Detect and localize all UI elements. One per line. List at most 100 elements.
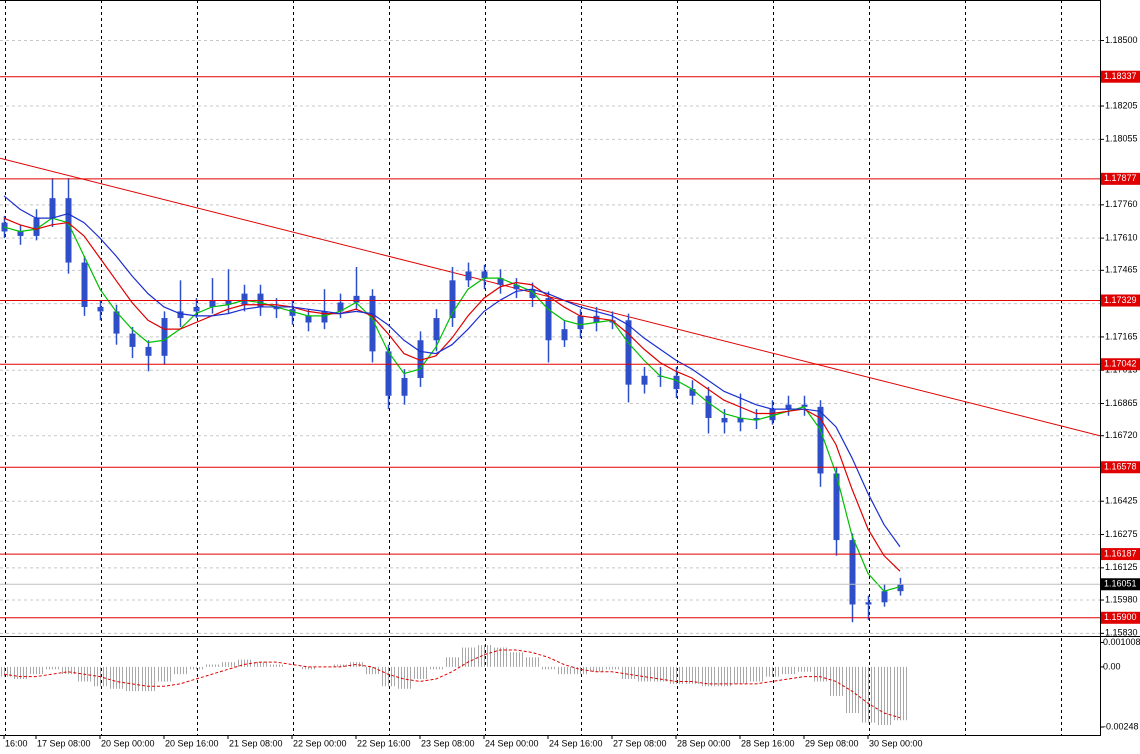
x-tick-label: 22 Sep 00:00 (293, 738, 347, 748)
level-label-box (1101, 172, 1140, 185)
y-tick-label: -0.00248 (1103, 721, 1139, 731)
candle-body (129, 333, 136, 347)
macd-panel (1, 638, 1062, 735)
x-tick-label: 24 Sep 00:00 (485, 738, 539, 748)
candle-body (369, 295, 376, 352)
candle-body (177, 311, 184, 319)
candle-body (753, 417, 760, 421)
candle-body (401, 378, 408, 396)
candle-body (865, 602, 872, 605)
candle-body (625, 320, 632, 385)
y-tick-label: 1.17610 (1105, 233, 1138, 243)
candle-body (817, 406, 824, 474)
y-tick-label: 0.00 (1103, 661, 1121, 671)
candle-body (897, 584, 904, 592)
y-tick-label: 1.16425 (1105, 496, 1138, 506)
candle-body (689, 389, 696, 396)
y-tick-label: 1.15980 (1105, 594, 1138, 604)
y-tick-label: 1.15830 (1105, 628, 1138, 638)
level-label: 1.15900 (1104, 612, 1137, 622)
last-price-box (1101, 578, 1140, 591)
candle-body (289, 309, 296, 316)
level-label: 1.18337 (1104, 71, 1137, 81)
candle-body (641, 375, 648, 385)
candle-body (33, 218, 40, 236)
level-label: 1.16187 (1104, 548, 1137, 558)
x-tick-label: 29 Sep 08:00 (805, 738, 859, 748)
candle-body (705, 395, 712, 418)
candle-body (593, 315, 600, 323)
candle-body (49, 198, 56, 219)
moving-average (3, 217, 901, 572)
candle-body (769, 409, 776, 421)
x-tick-label: 21 Sep 08:00 (229, 738, 283, 748)
level-label-box (1101, 358, 1140, 371)
level-label-box (1101, 70, 1140, 83)
candle-body (849, 540, 856, 605)
candle-body (225, 300, 232, 305)
candle-body (209, 300, 216, 307)
candle-body (465, 271, 472, 281)
axes: 1.18500 1.18205 1.18055 1.17760 1.17610 1.174… (3, 35, 1140, 748)
level-label-box (1101, 611, 1140, 624)
x-tick-label: 20 Sep 00:00 (101, 738, 155, 748)
candle-body (721, 417, 728, 423)
candle-body (113, 311, 120, 334)
candle-body (145, 346, 152, 356)
moving-average (3, 217, 901, 592)
x-tick-label: 27 Sep 08:00 (613, 738, 667, 748)
candle-body (417, 340, 424, 379)
y-tick-label: 1.17465 (1105, 265, 1138, 275)
candle-body (785, 404, 792, 410)
y-tick-label: 1.17760 (1105, 199, 1138, 209)
x-tick-label: 28 Sep 00:00 (677, 738, 731, 748)
candle-body (801, 404, 808, 407)
x-tick-label: 20 Sep 16:00 (165, 738, 219, 748)
candle-body (305, 315, 312, 323)
candle-body (353, 295, 360, 303)
candle-body (833, 473, 840, 541)
candle-body (497, 278, 504, 285)
level-label-box (1101, 548, 1140, 561)
candle-body (337, 302, 344, 312)
candle-body (385, 351, 392, 396)
y-tick-label: 1.17165 (1105, 331, 1138, 341)
price-panel (0, 0, 1100, 636)
x-tick-label: 17 Sep 08:00 (37, 738, 91, 748)
x-tick-label: 24 Sep 16:00 (549, 738, 603, 748)
candle-body (561, 329, 568, 341)
candle-body (433, 318, 440, 341)
candle-body (17, 231, 24, 236)
candle-body (273, 306, 280, 310)
x-tick-label: 22 Sep 16:00 (357, 738, 411, 748)
x-tick-label: 30 Sep 00:00 (869, 738, 923, 748)
candle-body (481, 271, 488, 279)
candle-body (65, 198, 72, 263)
y-tick-label: 0.001008 (1103, 637, 1140, 647)
x-tick-label: 28 Sep 16:00 (741, 738, 795, 748)
level-label: 1.17329 (1104, 295, 1137, 305)
candle-body (545, 298, 552, 341)
y-tick-label: 1.16275 (1105, 529, 1138, 539)
candle-body (81, 262, 88, 307)
candle-body (529, 289, 536, 299)
level-label: 1.17042 (1104, 359, 1137, 369)
candle-body (97, 306, 104, 312)
candle-body (193, 306, 200, 312)
y-tick-label: 1.16125 (1105, 562, 1138, 572)
y-tick-label: 1.18205 (1105, 100, 1138, 110)
x-tick-label: 16:00 (5, 738, 28, 748)
candle-body (449, 280, 456, 319)
candle-body (513, 284, 520, 290)
level-label: 1.16578 (1104, 462, 1137, 472)
y-tick-label: 1.16865 (1105, 398, 1138, 408)
candle-body (737, 417, 744, 423)
macd-signal (3, 649, 901, 719)
candle-body (881, 591, 888, 603)
candle-body (577, 315, 584, 330)
y-tick-label: 1.16720 (1105, 430, 1138, 440)
candle-body (161, 318, 168, 356)
level-label: 1.17877 (1104, 173, 1137, 183)
